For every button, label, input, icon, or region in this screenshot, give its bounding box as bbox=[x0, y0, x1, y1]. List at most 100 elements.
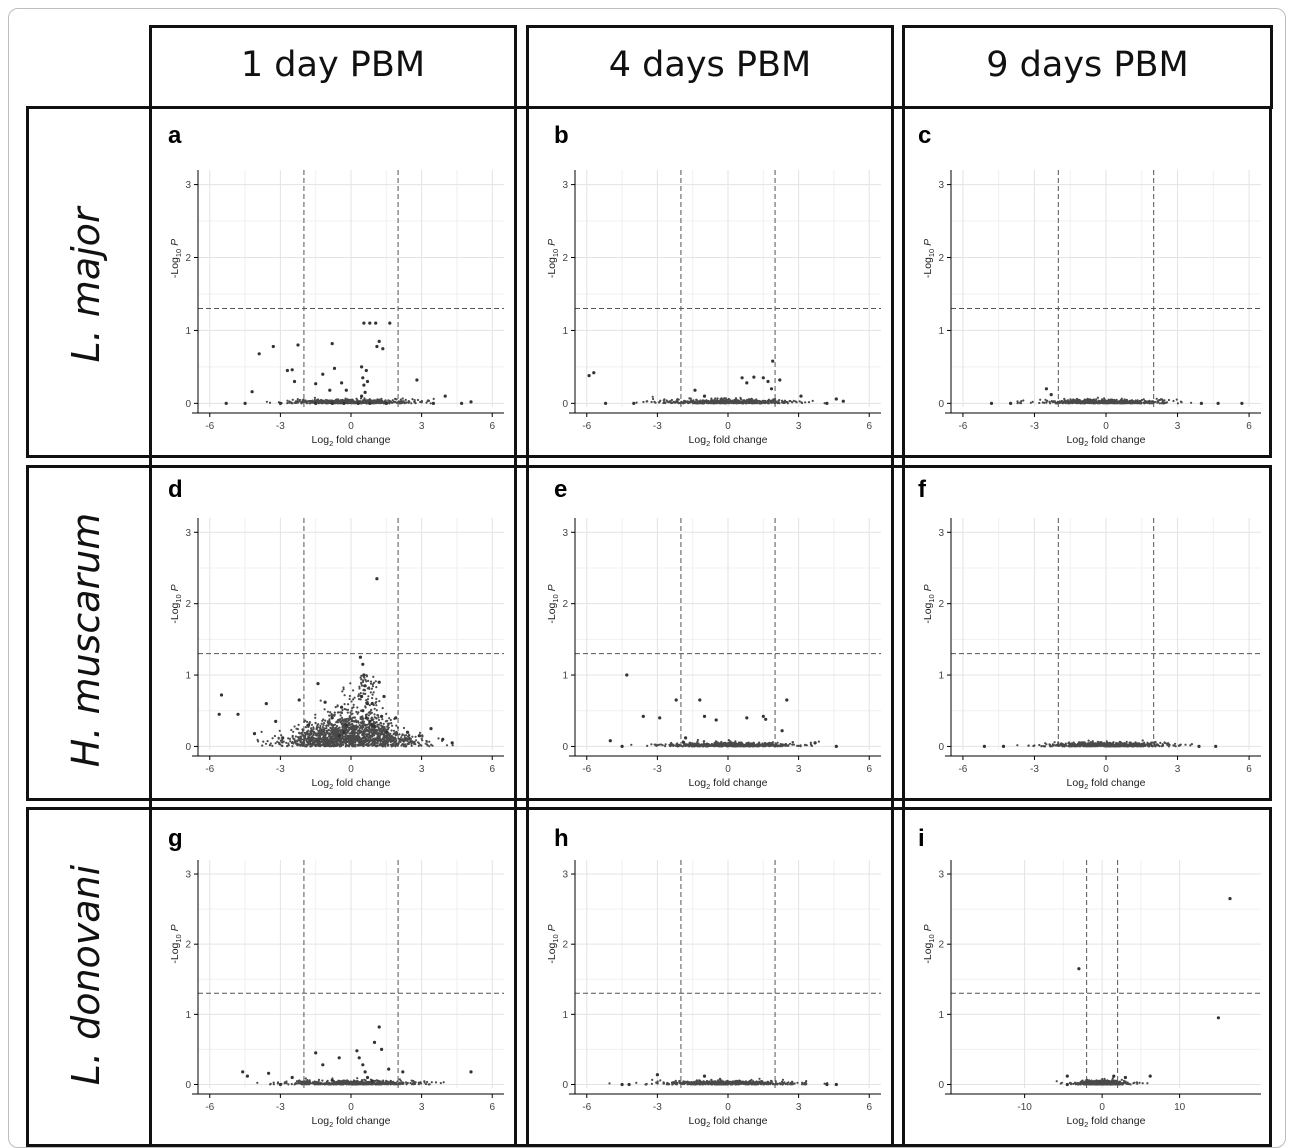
gene-point bbox=[672, 745, 674, 747]
x-tick-label: 0 bbox=[1103, 764, 1109, 775]
gene-point bbox=[362, 401, 364, 403]
gene-point bbox=[382, 745, 384, 747]
gene-point bbox=[352, 736, 354, 738]
gene-point bbox=[357, 402, 360, 405]
gene-point bbox=[703, 395, 706, 398]
gene-point bbox=[362, 679, 364, 681]
gene-point bbox=[382, 707, 384, 709]
gene-point bbox=[375, 686, 377, 688]
gene-point bbox=[307, 730, 309, 732]
gene-point bbox=[349, 698, 351, 700]
gene-point bbox=[357, 713, 359, 715]
gene-point bbox=[762, 376, 765, 379]
gene-point bbox=[1090, 401, 1092, 403]
gene-point bbox=[315, 743, 317, 745]
gene-point bbox=[412, 741, 414, 743]
gene-point bbox=[381, 733, 383, 735]
gene-point bbox=[365, 733, 367, 735]
gene-point bbox=[437, 737, 439, 739]
gene-point bbox=[331, 740, 333, 742]
gene-point bbox=[347, 737, 349, 739]
gene-point bbox=[1002, 745, 1005, 748]
gene-point bbox=[321, 723, 323, 725]
gene-point bbox=[1082, 402, 1084, 404]
y-tick-label: 2 bbox=[185, 253, 191, 264]
gene-point bbox=[414, 399, 416, 401]
gene-point bbox=[785, 744, 787, 746]
gene-point bbox=[1044, 745, 1046, 747]
x-tick-label: 6 bbox=[1246, 764, 1252, 775]
gene-point bbox=[683, 402, 685, 404]
gene-point bbox=[331, 724, 333, 726]
y-tick-label: 2 bbox=[562, 253, 568, 264]
gene-point bbox=[748, 398, 750, 400]
gene-point bbox=[419, 732, 421, 734]
gene-point bbox=[375, 745, 377, 747]
gene-point bbox=[323, 722, 325, 724]
gene-point bbox=[1101, 398, 1103, 400]
gene-point bbox=[276, 741, 278, 743]
gene-point bbox=[1149, 402, 1151, 404]
gene-point bbox=[1082, 400, 1084, 402]
gene-point bbox=[403, 741, 405, 743]
gene-point bbox=[417, 399, 419, 401]
gene-point bbox=[354, 697, 356, 699]
gene-point bbox=[405, 745, 407, 747]
gene-point bbox=[374, 732, 376, 734]
gene-point bbox=[1103, 397, 1105, 399]
gene-point bbox=[331, 716, 334, 719]
gene-point bbox=[1016, 744, 1018, 746]
gene-point bbox=[1097, 742, 1099, 744]
gene-point bbox=[393, 738, 395, 740]
gene-point bbox=[385, 729, 387, 731]
gene-point bbox=[322, 726, 324, 728]
gene-point bbox=[339, 740, 341, 742]
gene-point bbox=[286, 369, 289, 372]
gene-point bbox=[1214, 745, 1217, 748]
gene-point bbox=[363, 737, 365, 739]
gene-point bbox=[345, 389, 348, 392]
gene-point bbox=[621, 745, 624, 748]
y-axis-label: -Log10 P bbox=[922, 239, 936, 278]
gene-point bbox=[768, 745, 770, 747]
gene-point bbox=[667, 401, 669, 403]
gene-point bbox=[1108, 745, 1110, 747]
gene-point bbox=[329, 727, 331, 729]
gene-point bbox=[747, 742, 749, 744]
gene-point bbox=[657, 744, 659, 746]
gene-point bbox=[374, 722, 376, 724]
gene-point bbox=[764, 718, 767, 721]
gene-point bbox=[791, 744, 793, 746]
gene-point bbox=[381, 718, 383, 720]
x-tick-label: -6 bbox=[205, 764, 214, 775]
gene-point bbox=[312, 400, 314, 402]
y-tick-label: 1 bbox=[562, 671, 568, 682]
gene-point bbox=[1159, 745, 1161, 747]
gene-point bbox=[1054, 741, 1056, 743]
x-tick-label: -6 bbox=[582, 764, 591, 775]
gene-point bbox=[348, 742, 350, 744]
gene-point bbox=[367, 687, 369, 689]
gene-point bbox=[378, 728, 380, 730]
gene-point bbox=[678, 399, 680, 401]
gene-point bbox=[377, 741, 379, 743]
gene-point bbox=[1076, 401, 1078, 403]
gene-point bbox=[808, 401, 810, 403]
gene-point bbox=[750, 401, 752, 403]
gene-point bbox=[1154, 745, 1156, 747]
gene-point bbox=[386, 726, 388, 728]
gene-point bbox=[377, 716, 379, 718]
gene-point bbox=[364, 741, 366, 743]
y-tick-label: 0 bbox=[185, 742, 191, 753]
gene-point bbox=[323, 402, 325, 404]
gene-point bbox=[265, 743, 267, 745]
gene-point bbox=[1065, 743, 1067, 745]
gene-point bbox=[1074, 400, 1076, 402]
gene-point bbox=[345, 742, 347, 744]
gene-point bbox=[1240, 402, 1243, 405]
gene-point bbox=[392, 399, 394, 401]
gene-point bbox=[324, 720, 326, 722]
x-axis-label: Log2 fold change bbox=[1067, 434, 1146, 448]
gene-point bbox=[298, 732, 300, 734]
gene-point bbox=[353, 745, 355, 747]
